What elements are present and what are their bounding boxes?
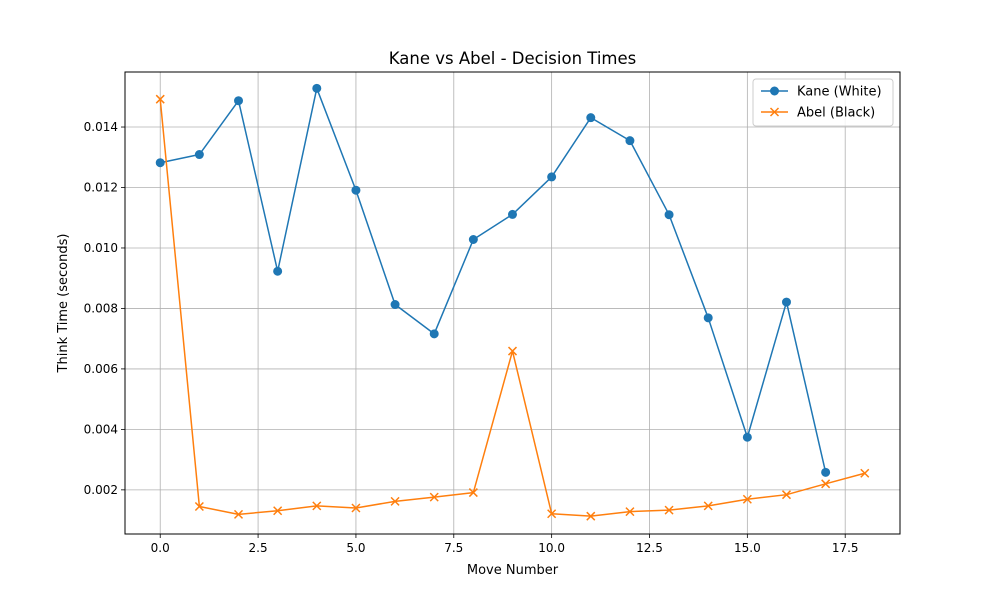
series-line [160, 87, 827, 473]
y-tick-label: 0.008 [84, 301, 118, 315]
data-point [390, 496, 400, 506]
data-point [625, 136, 635, 146]
x-tick-label: 7.5 [444, 541, 463, 555]
y-axis-ticks: 0.002 0.004 0.006 0.008 0.010 0.012 0.014 [84, 120, 125, 497]
data-point [664, 210, 674, 220]
data-point [312, 501, 322, 511]
data-point [781, 490, 792, 500]
y-tick-label: 0.004 [84, 422, 118, 436]
data-point [821, 467, 831, 477]
x-tick-label: 17.5 [832, 541, 859, 555]
y-tick-label: 0.010 [84, 241, 118, 255]
data-point [770, 86, 779, 96]
x-tick-label: 15.0 [734, 541, 761, 555]
data-point [742, 494, 752, 504]
data-point [586, 511, 596, 521]
grid [125, 72, 900, 534]
x-tick-label: 2.5 [249, 541, 268, 555]
legend-label: Abel (Black) [797, 106, 875, 121]
x-axis-label: Move Number [467, 563, 559, 578]
x-tick-label: 12.5 [636, 541, 663, 555]
y-tick-label: 0.002 [84, 483, 118, 497]
legend: Kane (White) Abel (Black) [752, 78, 894, 127]
data-point [351, 503, 361, 513]
x-tick-label: 5.0 [346, 541, 365, 555]
series-abel-black [155, 94, 870, 521]
data-point [507, 346, 518, 356]
series-line [159, 99, 865, 517]
y-tick-label: 0.012 [84, 181, 118, 195]
x-tick-label: 10.0 [538, 541, 565, 555]
y-tick-label: 0.006 [84, 362, 118, 376]
data-point [742, 432, 752, 442]
data-point [273, 506, 283, 516]
data-point [194, 150, 204, 160]
data-point [508, 209, 517, 219]
data-point [703, 313, 713, 323]
data-point [155, 158, 165, 168]
series-kane-white [155, 83, 831, 477]
plot-area-frame [124, 71, 901, 535]
data-point [468, 235, 478, 245]
data-point [547, 509, 557, 519]
data-point [351, 185, 361, 195]
data-point [860, 468, 870, 478]
x-tick-label: 0.0 [151, 541, 170, 555]
data-point [312, 83, 322, 93]
data-point [547, 172, 557, 182]
data-point [703, 501, 713, 511]
data-point [234, 96, 244, 106]
data-point [468, 488, 478, 498]
data-point [429, 492, 439, 502]
data-point [781, 297, 791, 307]
x-axis-ticks: 0.0 2.5 5.0 7.5 10.0 12.5 15.0 17.5 [151, 534, 859, 555]
data-point [233, 509, 244, 519]
data-point [390, 300, 400, 310]
y-tick-label: 0.014 [84, 120, 118, 134]
data-point [821, 479, 831, 489]
legend-label: Kane (White) [797, 85, 882, 100]
data-point [664, 505, 674, 515]
data-point [429, 329, 439, 339]
data-point [155, 94, 165, 104]
data-point [769, 107, 780, 117]
y-axis-label: Think Time (seconds) [56, 234, 71, 374]
data-point [586, 113, 596, 123]
series-group [155, 83, 870, 521]
data-point [625, 507, 635, 517]
data-point [273, 266, 283, 276]
data-point [194, 501, 204, 512]
chart-title: Kane vs Abel - Decision Times [389, 49, 637, 68]
